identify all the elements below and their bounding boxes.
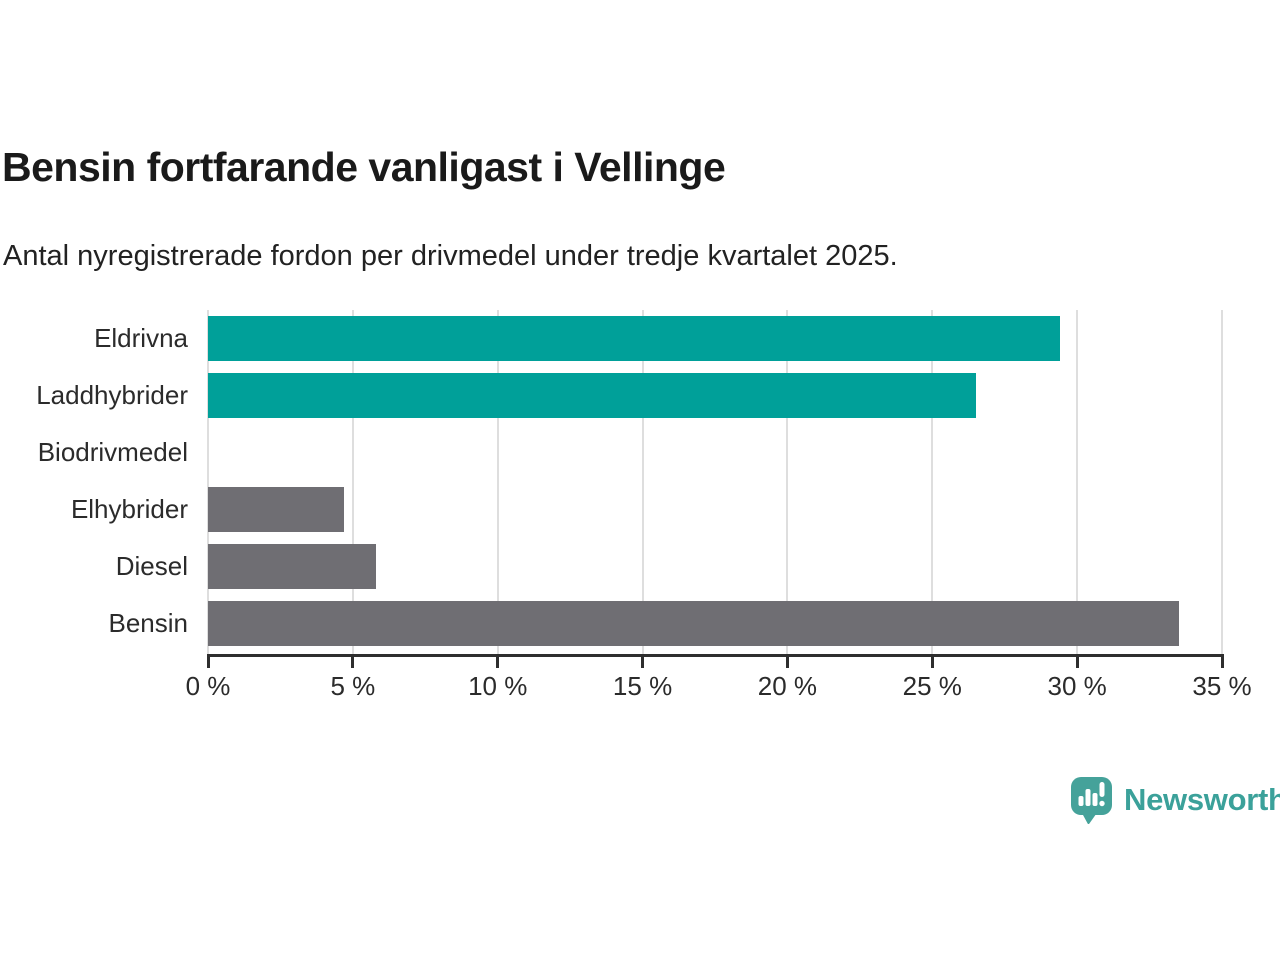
gridline-25	[931, 310, 934, 657]
bar-chart-speech-bubble-icon	[1070, 776, 1114, 824]
category-label-laddhybrider: Laddhybrider	[36, 380, 188, 410]
x-axis-tick-20	[785, 657, 789, 668]
category-label-biodrivmedel: Biodrivmedel	[37, 437, 188, 467]
gridline-0	[207, 310, 209, 657]
bar-laddhybrider	[208, 373, 976, 418]
bar-eldrivna	[208, 316, 1060, 361]
chart-subtitle: Antal nyregistrerade fordon per drivmede…	[3, 240, 898, 272]
category-label-bensin: Bensin	[108, 608, 189, 638]
gridline-35	[1221, 310, 1223, 657]
x-tick-label-20: 20 %	[757, 671, 818, 701]
x-tick-label-30: 30 %	[1047, 671, 1107, 701]
bar-elhybrider	[208, 487, 345, 532]
gridline-20	[786, 310, 789, 657]
x-tick-label-15: 15 %	[612, 671, 673, 701]
gridline-10	[496, 310, 499, 657]
gridline-15	[641, 310, 644, 657]
x-axis-tick-25	[930, 657, 934, 668]
newsworthy-logo: Newsworthy	[1070, 776, 1280, 824]
x-axis-tick-30	[1075, 657, 1079, 668]
x-axis-tick-5	[351, 657, 355, 668]
chart-title: Bensin fortfarande vanligast i Vellinge	[2, 144, 726, 190]
x-axis-tick-10	[496, 657, 500, 668]
gridline-30	[1076, 310, 1079, 657]
bar-diesel	[208, 544, 377, 589]
x-tick-label-0: 0 %	[185, 671, 231, 701]
x-axis-line	[206, 654, 1224, 657]
x-axis-tick-15	[641, 657, 645, 668]
newsworthy-logo-text: Newsworthy	[1124, 782, 1280, 817]
x-tick-label-10: 10 %	[468, 671, 528, 701]
gridline-5	[351, 310, 354, 657]
category-label-eldrivna: Eldrivna	[94, 323, 188, 353]
x-axis-tick-0	[206, 657, 210, 668]
x-tick-label-5: 5 %	[330, 671, 376, 701]
x-axis-tick-35	[1220, 657, 1224, 668]
x-tick-label-25: 25 %	[902, 671, 962, 701]
category-label-elhybrider: Elhybrider	[70, 494, 188, 524]
category-label-diesel: Diesel	[115, 551, 188, 581]
x-tick-label-35: 35 %	[1192, 671, 1252, 701]
bar-bensin	[208, 601, 1179, 646]
